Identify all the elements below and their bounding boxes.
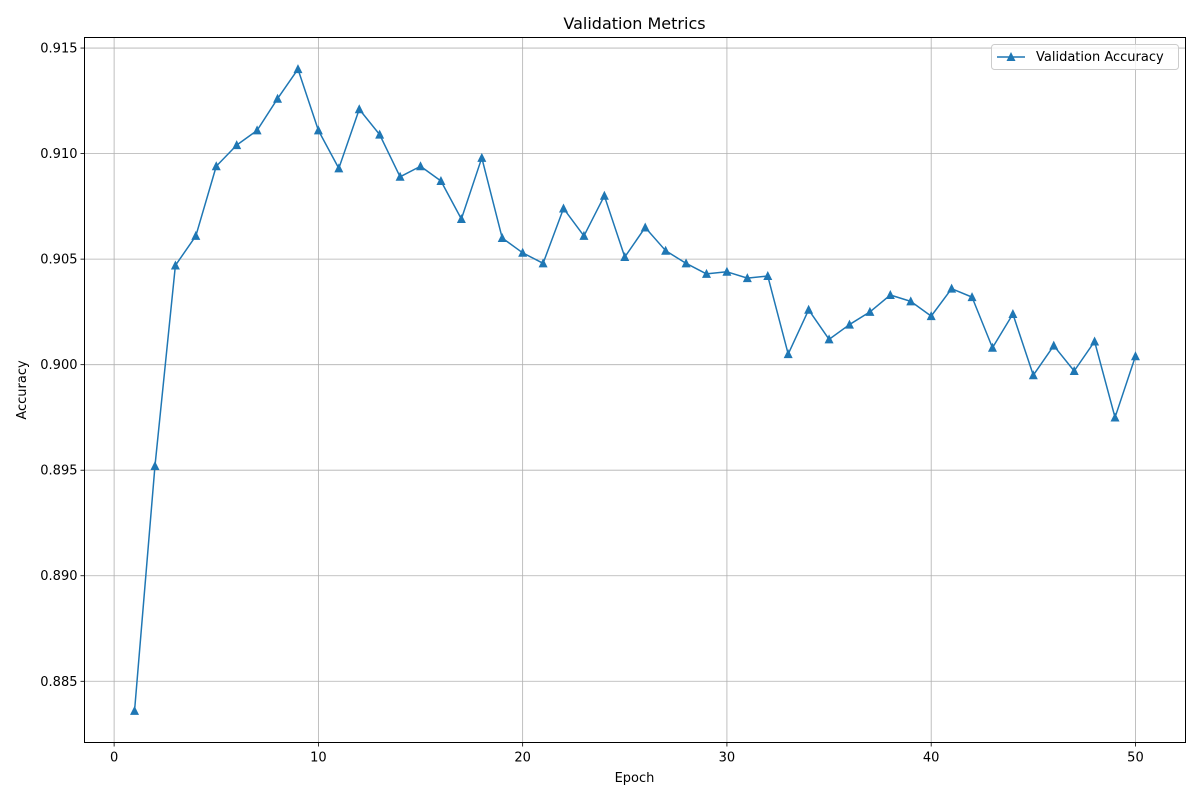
y-axis-label: Accuracy [15,360,30,420]
x-tick-label: 50 [1127,751,1144,766]
y-tick-label: 0.905 [40,253,77,268]
series-markers [130,64,1140,715]
y-tick-label: 0.895 [40,464,77,479]
series-line-validation-accuracy [133,68,1137,711]
data-point-marker [191,230,201,240]
data-point-marker [783,349,793,359]
data-point-marker [538,258,548,268]
data-point-marker [334,163,344,173]
data-point-marker [967,292,977,302]
series-lines [133,68,1137,711]
legend-marker-swatch [1006,52,1016,61]
data-point-marker [170,260,180,270]
x-tick-label: 30 [719,751,736,766]
data-point-marker [987,342,997,352]
data-point-marker [742,273,752,283]
y-tick-label: 0.910 [40,147,77,162]
data-point-marker [436,176,446,186]
y-tick-label: 0.915 [40,42,77,57]
data-point-marker [354,104,364,114]
y-tick-label: 0.900 [40,358,77,373]
legend-box [991,44,1179,70]
data-point-marker [1110,412,1120,422]
data-point-marker [456,214,466,224]
y-tick-label: 0.890 [40,569,77,584]
data-point-marker [906,296,916,306]
data-point-marker [947,283,957,293]
data-point-marker [681,258,691,268]
data-point-marker [926,311,936,321]
data-point-marker [375,129,385,139]
x-tick-label: 10 [310,751,327,766]
data-point-marker [273,93,283,103]
legend: Validation Accuracy [991,44,1179,70]
data-point-marker [293,64,303,74]
plot-frame [84,37,1186,743]
data-point-marker [722,266,732,276]
data-point-marker [844,319,854,329]
data-point-marker [599,190,609,200]
data-point-marker [804,304,814,314]
y-tick-label: 0.885 [40,675,77,690]
data-point-marker [579,230,589,240]
data-point-marker [130,705,140,715]
data-point-marker [395,171,405,181]
x-axis-label: Epoch [615,771,655,786]
data-point-marker [865,306,875,316]
x-tick-label: 40 [923,751,940,766]
data-point-marker [1069,366,1079,376]
data-point-marker [518,247,528,257]
data-point-marker [1008,309,1018,319]
data-point-marker [150,460,160,470]
data-point-marker [252,125,262,135]
data-point-marker [211,161,221,171]
data-point-marker [640,222,650,232]
data-point-marker [1090,336,1100,346]
x-tick-label: 20 [514,751,531,766]
data-point-marker [559,203,569,213]
data-point-marker [497,233,507,243]
chart-title: Validation Metrics [563,14,705,33]
data-point-marker [1130,351,1140,361]
data-point-marker [416,161,426,171]
data-point-marker [620,252,630,262]
grid-lines [84,37,1186,743]
data-point-marker [232,140,242,150]
data-point-marker [313,125,323,135]
x-tick-label: 0 [110,751,118,766]
data-point-marker [824,334,834,344]
data-point-marker [661,245,671,255]
data-point-marker [701,268,711,278]
legend-label-validation-accuracy: Validation Accuracy [1036,50,1164,65]
data-point-marker [1049,340,1059,350]
data-point-marker [477,152,487,162]
data-point-marker [763,271,773,281]
axis-ticks: 0 10 20 30 40 50 0.885 0.890 0.895 0.900 0.905 0.91… [40,42,1143,766]
data-point-marker [1028,370,1038,380]
data-point-marker [885,290,895,300]
